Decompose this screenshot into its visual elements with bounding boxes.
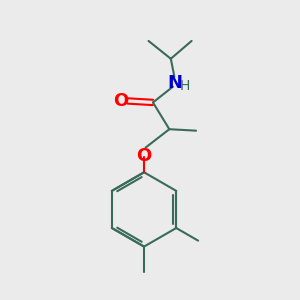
Text: O: O xyxy=(136,147,152,165)
Text: O: O xyxy=(113,92,129,110)
Text: H: H xyxy=(180,79,190,93)
Text: N: N xyxy=(168,74,183,92)
